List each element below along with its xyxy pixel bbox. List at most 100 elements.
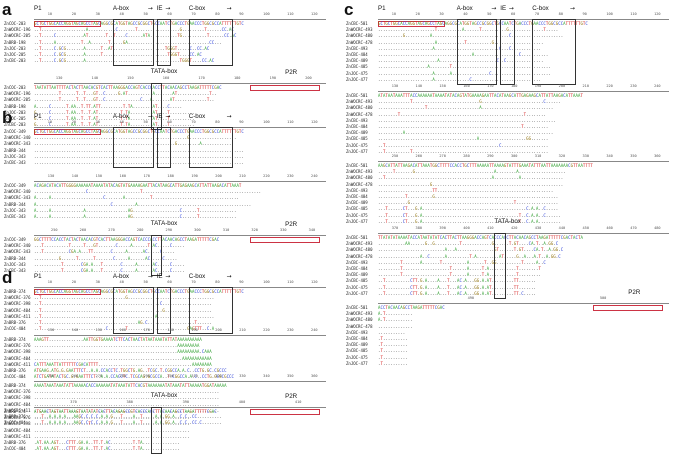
ie-box — [156, 19, 172, 67]
ruler-tick-label: 410 — [487, 226, 494, 230]
sequence-text: ..T.....................................… — [378, 142, 549, 148]
sequence-row: ZnWOCRC-404.............................… — [4, 402, 328, 407]
sequence-text: .................A..C......A.........T.A… — [378, 253, 561, 259]
sequence-row: ZnWOCRC-411 ..T..........................… — [4, 314, 328, 319]
p1-primer-box — [34, 289, 102, 295]
abox-box — [112, 287, 154, 335]
ruler-line — [378, 301, 669, 304]
cbox-label: C-box — [188, 273, 206, 280]
sequence-label: ZnCBC-203 — [4, 58, 26, 64]
sequence-label: ZnBRB-376 — [4, 440, 26, 445]
sequence-label: ZnCBC-501 — [346, 93, 368, 98]
ruler-tick-label: 30 — [95, 280, 100, 284]
p1-primer-label: P1 — [34, 273, 42, 280]
sequence-text: ..T..................................G..… — [34, 295, 215, 301]
ruler-tick-label: 110 — [287, 120, 294, 124]
cbox-label: C-box — [188, 5, 206, 12]
ruler-tick-label: 150 — [127, 76, 134, 80]
sequence-text: ...........................A...A........… — [378, 247, 564, 253]
position-ruler: 10 20 30 40 50 60 70 80 90 100 110 120 — [346, 12, 671, 17]
sequence-label: ZnJOC-475 — [346, 212, 368, 218]
sequence-text: A.T........... — [378, 311, 413, 317]
sequence-text: GGCTTTTCCACCTACTACTAACACGTCACTTAAGGGACCA… — [34, 237, 220, 242]
cbox-arrow-icon: → — [226, 5, 232, 12]
sequence-label: ZnCBC-493 — [346, 45, 368, 51]
ruler-tick-label: 180 — [167, 174, 174, 178]
ruler-tick-label: 340 — [263, 374, 270, 378]
cbox-box — [188, 19, 233, 67]
ruler-tick-label: 290 — [143, 374, 150, 378]
sequence-text: .T.......... — [378, 354, 408, 360]
sequence-text: A.T........... — [378, 317, 413, 323]
reference-sequence-row: ZnCOC-203 TAATATTAATTTTACTACTTAACACGTCACT… — [4, 85, 328, 90]
ruler-tick-label: 220 — [606, 84, 613, 88]
ruler-line — [34, 179, 326, 182]
sequence-label: ZnJOC-477 — [346, 290, 368, 296]
sequence-text: AAAGTT..............AATTGGTGAAAATCTTCACT… — [34, 337, 202, 342]
ruler-tick-label: 120 — [654, 12, 661, 16]
sequence-text: ........................................… — [34, 401, 220, 407]
p2r-primer-box — [250, 237, 321, 243]
sequence-row: ZnJOC-477 ...T......CT...G.A.............… — [346, 219, 671, 224]
sequence-text: ...T......CT...G.A......................… — [378, 206, 559, 212]
sequence-row: ZnJOC-343...............................… — [4, 154, 328, 159]
p2r-primer-box — [250, 85, 321, 91]
sequence-row: ZnWOCRC-411.............................… — [4, 434, 328, 439]
panel-letter-b: b — [2, 108, 13, 127]
ruler-tick-label: 370 — [70, 400, 77, 404]
ruler-tick-label: 70 — [191, 12, 196, 16]
ruler-tick-label: 100 — [263, 120, 270, 124]
sequence-text: ...T......CT...G.A......................… — [378, 212, 561, 218]
ruler-tick-label: 150 — [95, 174, 103, 178]
sequence-row: ZnJOC-475 ...T......CT...G.A.............… — [346, 213, 671, 218]
position-ruler: 250 260 270 280 290 300 310 320 330 340 350 360 — [346, 154, 671, 159]
sequence-text: ........................................… — [34, 355, 212, 361]
ruler-tick-label: 60 — [510, 12, 516, 16]
sequence-text: ......................A.................… — [378, 45, 541, 51]
sequence-label: ZnBRB-374 — [4, 409, 26, 414]
panel-letter-d: d — [2, 268, 13, 287]
sequence-text: ........................................… — [34, 395, 220, 401]
abox-arrow-icon: → — [147, 5, 153, 12]
sequence-label: ZnWOCRC-343 — [4, 141, 31, 147]
sequence-label: ZnJOC-203 — [4, 45, 26, 51]
sequence-row: ZnWOCRC-480 A.T........... — [346, 317, 671, 322]
sequence-row: ZnJOC-343 A.....A.............A..........… — [4, 208, 328, 213]
sequence-label: ZnJOC-477 — [346, 76, 368, 82]
sequence-label: ZnCBC-485 — [346, 64, 368, 70]
position-ruler: 10 20 30 40 50 60 70 80 90 100 110 120 — [4, 12, 328, 17]
ruler-tick-label: 260 — [71, 374, 79, 378]
sequence-label: ZnCBC-501 — [346, 163, 368, 168]
sequence-row: ZnCBC-484 .........T...................T.… — [346, 266, 671, 271]
sequence-label: ZnJOC-343 — [4, 261, 26, 267]
sequence-text: ..T.....C.GCG.......A......T............… — [34, 52, 202, 57]
sequence-text: .........T...................T......A...… — [378, 266, 541, 271]
ruler-tick-label: 210 — [239, 328, 246, 332]
sequence-text: ..T..........T..........................… — [378, 148, 549, 154]
ruler-tick-label: 400 — [463, 226, 470, 230]
ruler-tick-label: 100 — [606, 12, 613, 16]
ruler-tick-label: 200 — [215, 174, 222, 178]
ruler-tick-label: 30 — [439, 12, 444, 16]
sequence-row: ZnCBC-484 ...........T..........G........… — [346, 194, 671, 199]
ruler-tick-label: 230 — [630, 84, 637, 88]
ruler-tick-label: 490 — [467, 296, 475, 300]
ie-label: IE — [500, 5, 507, 12]
sequence-row: ZnWOCRC-340.............................… — [4, 135, 328, 140]
sequence-row: ZnBRB-198 ..T.....A..........T..A.......T… — [4, 40, 328, 45]
reference-sequence-row: ZnBRB-374 AAAATAAATAAATATTAAAAACACCAAAAAA… — [4, 383, 328, 388]
sequence-label: ZnWOCRC-376 — [4, 415, 31, 421]
position-ruler: 490 500 — [346, 296, 671, 301]
sequence-row: ZnJOC-343 ...........T.......CGA.A...T...… — [4, 262, 328, 267]
ruler-tick-label: 440 — [558, 226, 566, 230]
sequence-text: .T.......... — [378, 336, 408, 341]
sequence-text: ........................................… — [34, 135, 237, 141]
sequence-label: ZnWOCRC-343 — [4, 249, 31, 255]
sequence-text: ........................................… — [34, 407, 220, 413]
sequence-text: ........................................… — [378, 124, 549, 129]
ruler-line — [378, 89, 669, 92]
ruler-tick-label: 180 — [167, 328, 174, 332]
sequence-text: ..T.....................................… — [378, 175, 564, 181]
ruler-tick-label: 90 — [582, 12, 587, 16]
sequence-text: CATTTAAATTATTTTTTCGACATTTT..............… — [34, 361, 212, 367]
